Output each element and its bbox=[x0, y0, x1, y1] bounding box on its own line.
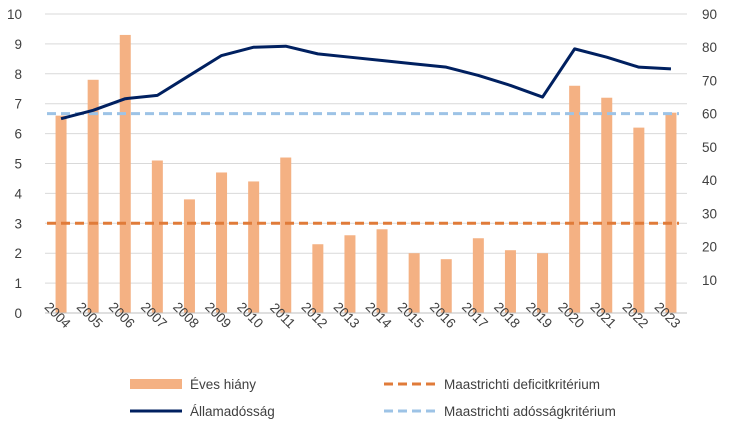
x-tick-2012: 2012 bbox=[298, 299, 330, 331]
y-right-tick-90: 90 bbox=[702, 7, 717, 22]
bar-2006 bbox=[120, 35, 131, 313]
bar-2022 bbox=[633, 128, 644, 313]
x-tick-2013: 2013 bbox=[331, 299, 363, 331]
legend-label-maastrichti-adósságkritérium: Maastrichti adósságkritérium bbox=[444, 404, 616, 419]
x-tick-2005: 2005 bbox=[74, 299, 106, 331]
x-tick-2016: 2016 bbox=[427, 299, 459, 331]
bar-2011 bbox=[280, 158, 291, 313]
y-right-tick-70: 70 bbox=[702, 73, 717, 88]
x-tick-2019: 2019 bbox=[523, 299, 555, 331]
x-tick-2018: 2018 bbox=[491, 299, 523, 331]
y-right-tick-30: 30 bbox=[702, 206, 717, 221]
lines bbox=[47, 46, 679, 223]
y-left-tick-2: 2 bbox=[14, 246, 22, 261]
legend-swatch-bar bbox=[130, 379, 182, 389]
y-left-tick-5: 5 bbox=[14, 157, 22, 172]
y-right-tick-50: 50 bbox=[702, 140, 717, 155]
y-right-tick-10: 10 bbox=[702, 273, 717, 288]
x-tick-2011: 2011 bbox=[267, 300, 298, 331]
y-right-tick-80: 80 bbox=[702, 40, 717, 55]
legend: Éves hiány Maastrichti deficitkritérium Ál… bbox=[130, 377, 616, 419]
bars bbox=[56, 35, 677, 313]
y-left-tick-1: 1 bbox=[14, 276, 22, 291]
bar-2008 bbox=[184, 199, 195, 313]
bar-2009 bbox=[216, 172, 227, 313]
bar-2010 bbox=[248, 181, 259, 313]
legend-label-maastrichti-deficitkritérium: Maastrichti deficitkritérium bbox=[444, 377, 600, 392]
bar-2012 bbox=[312, 244, 323, 313]
y-left-tick-9: 9 bbox=[14, 37, 22, 52]
y-right-tick-40: 40 bbox=[702, 173, 717, 188]
x-tick-2020: 2020 bbox=[555, 299, 587, 331]
x-tick-2023: 2023 bbox=[652, 299, 684, 331]
y-left-tick-3: 3 bbox=[14, 216, 22, 231]
bar-2007 bbox=[152, 161, 163, 313]
x-tick-2004: 2004 bbox=[42, 299, 74, 331]
y-right-tick-20: 20 bbox=[702, 240, 717, 255]
x-tick-2014: 2014 bbox=[363, 299, 395, 331]
y-right-tick-60: 60 bbox=[702, 107, 717, 122]
y-left-tick-4: 4 bbox=[14, 186, 22, 201]
x-tick-2021: 2021 bbox=[587, 299, 619, 331]
legend-label-államadósság: Államadósság bbox=[190, 404, 275, 419]
x-tick-2015: 2015 bbox=[395, 299, 427, 331]
bar-2020 bbox=[569, 86, 580, 313]
y-left-tick-0: 0 bbox=[14, 306, 22, 321]
bar-2013 bbox=[344, 235, 355, 313]
x-tick-2006: 2006 bbox=[106, 299, 138, 331]
bar-2023 bbox=[665, 113, 676, 313]
bar-2014 bbox=[377, 229, 388, 313]
bar-2021 bbox=[601, 98, 612, 313]
x-tick-2022: 2022 bbox=[619, 299, 651, 331]
x-tick-2009: 2009 bbox=[202, 299, 234, 331]
x-tick-2010: 2010 bbox=[234, 299, 266, 331]
bar-2017 bbox=[473, 238, 484, 313]
x-tick-2007: 2007 bbox=[138, 299, 170, 331]
bar-2004 bbox=[56, 116, 67, 313]
x-tick-2008: 2008 bbox=[170, 299, 202, 331]
y-left-tick-7: 7 bbox=[14, 97, 22, 112]
y-left-tick-6: 6 bbox=[14, 127, 22, 142]
y-left-tick-8: 8 bbox=[14, 67, 22, 82]
legend-label-éves-hiány: Éves hiány bbox=[190, 377, 256, 392]
y-left-tick-10: 10 bbox=[7, 7, 22, 22]
x-tick-2017: 2017 bbox=[459, 299, 491, 331]
